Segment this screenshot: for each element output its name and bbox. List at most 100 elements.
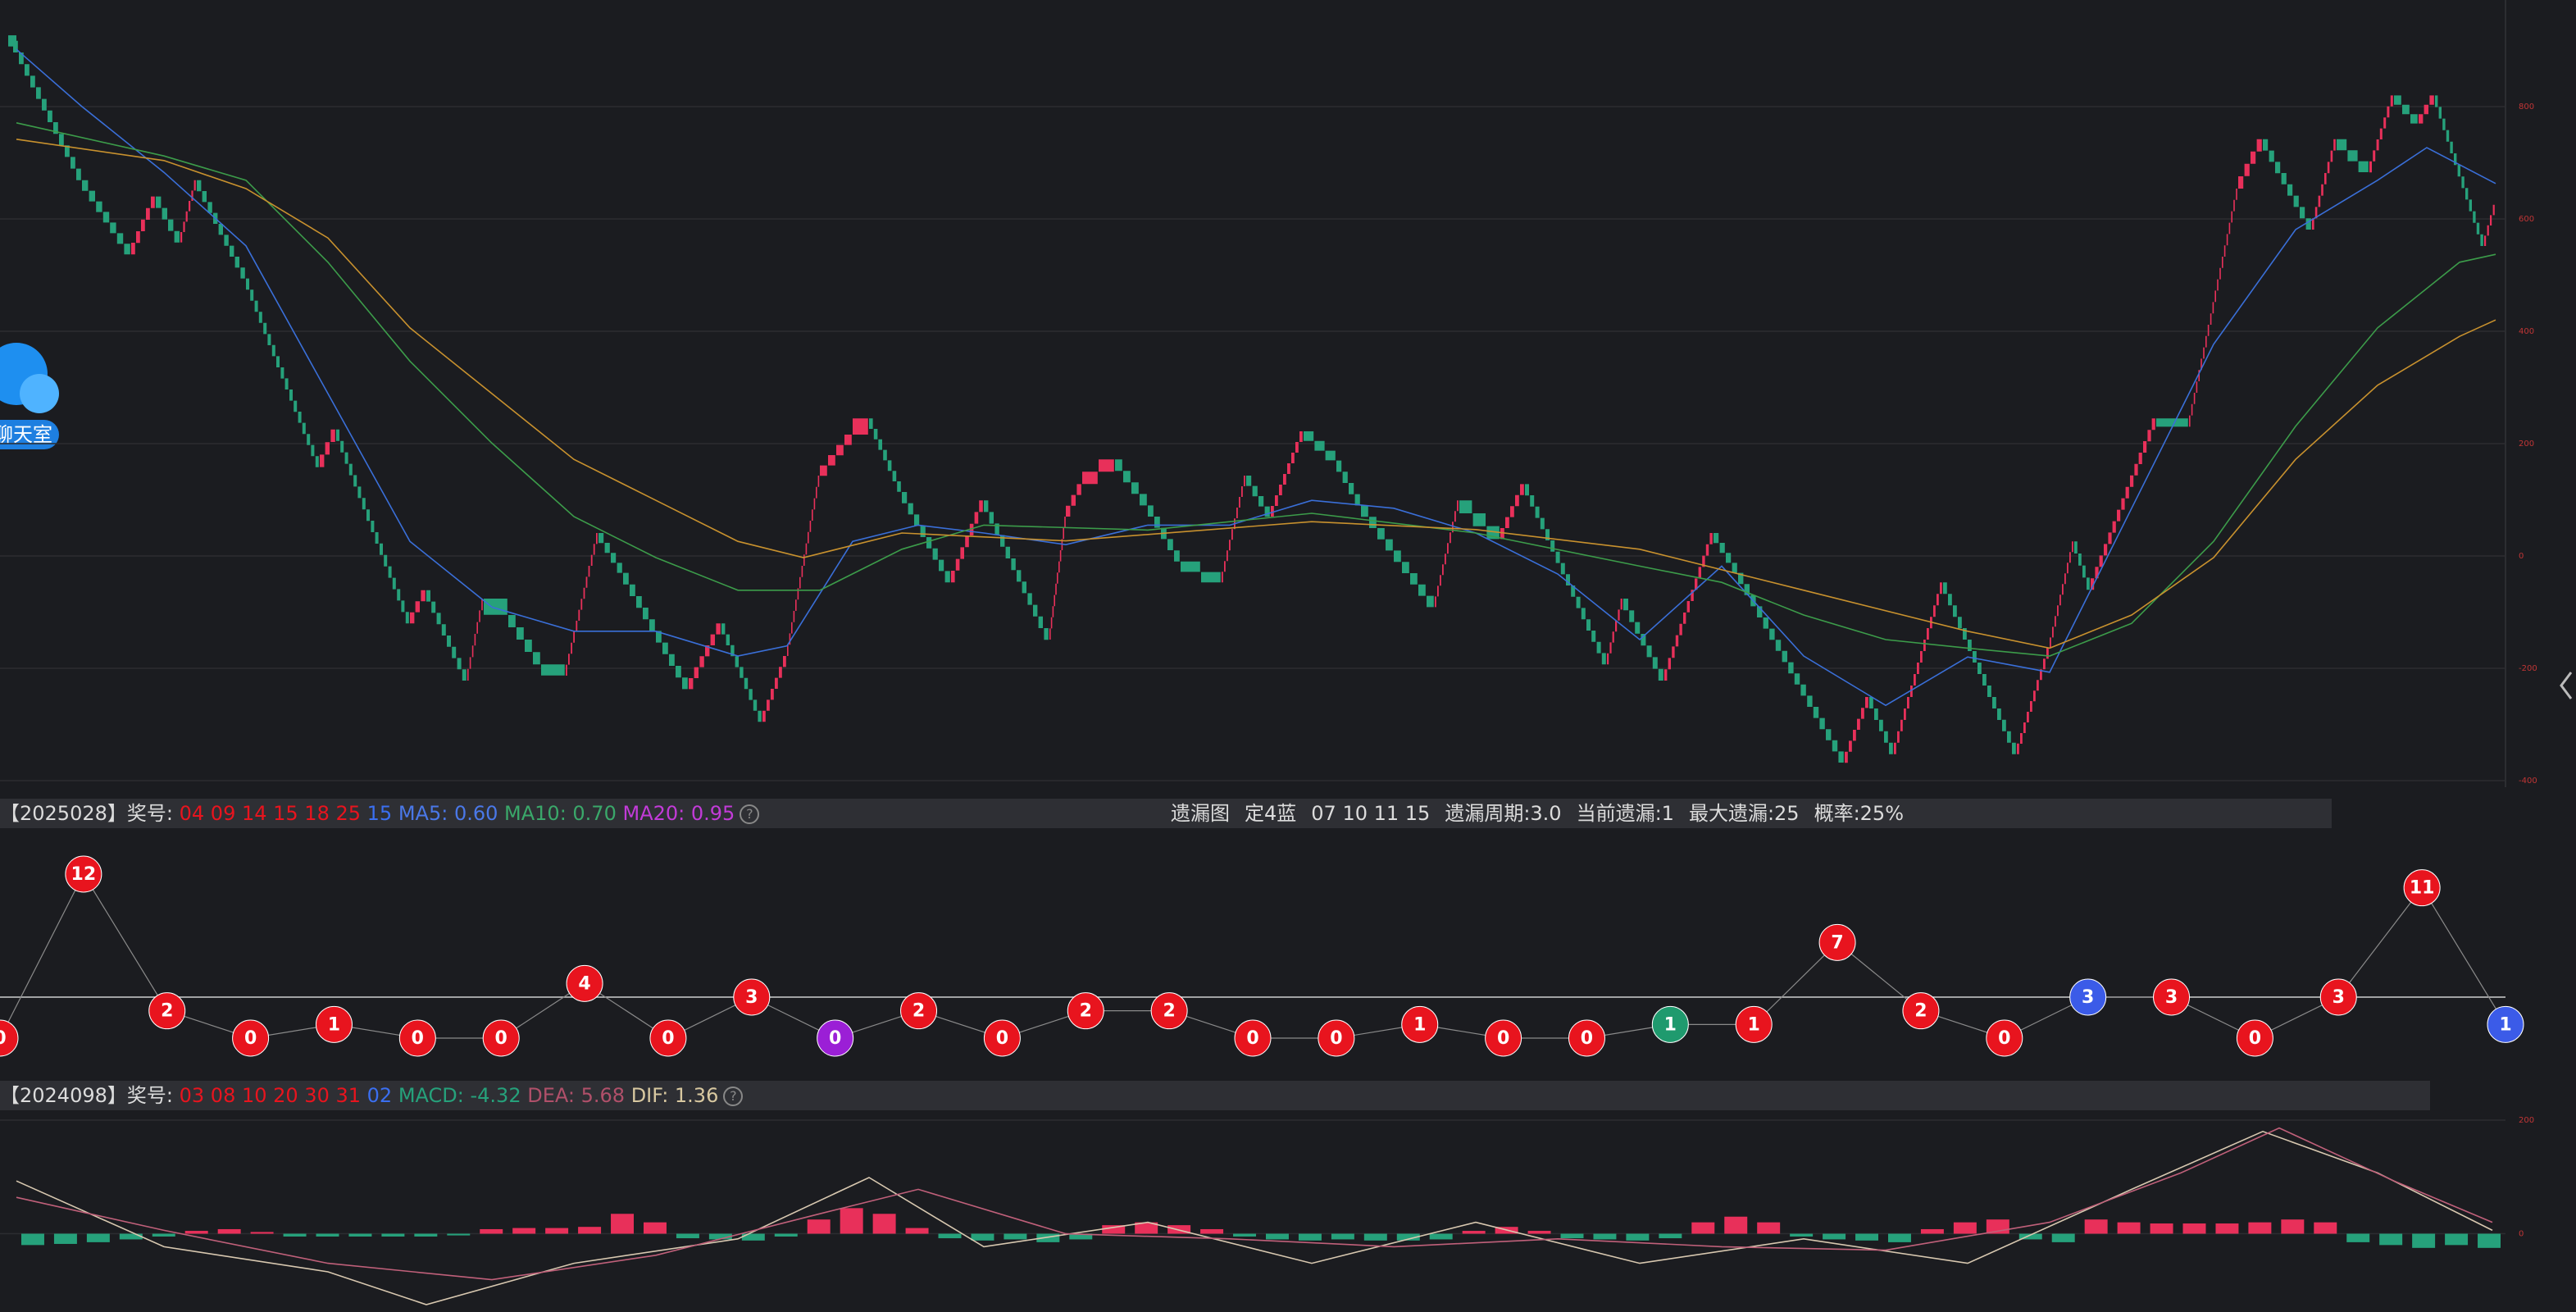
omission-label: 0 (829, 1028, 841, 1049)
collapse-arrow[interactable] (2560, 672, 2573, 699)
omission-label: 2 (1163, 1001, 1175, 1022)
omission-label: 1 (328, 1014, 340, 1035)
renko-segment (2484, 204, 2495, 246)
red-numbers: 04 09 14 15 18 25 (179, 802, 362, 825)
omission-label: 2 (161, 1001, 173, 1022)
omission-point (0, 1019, 19, 1057)
renko-segment (2337, 139, 2369, 172)
omission-mode: 定4蓝 (1245, 802, 1297, 825)
omission-point (2236, 1019, 2273, 1057)
macd-bar (708, 1233, 732, 1240)
y-tick-label: 0 (2519, 552, 2524, 561)
help-icon[interactable]: ? (723, 1086, 744, 1106)
macd-bar (545, 1228, 569, 1234)
macd-bar (381, 1233, 405, 1237)
macd-bar (2084, 1219, 2108, 1234)
help-icon[interactable]: ? (740, 804, 760, 824)
omission-point (1986, 1019, 2023, 1057)
dif: DIF: 1.36 (630, 1084, 719, 1107)
renko-segment (2017, 648, 2049, 754)
ma10: MA10: 0.70 (504, 802, 617, 825)
y-tick-label: 400 (2519, 327, 2534, 336)
macd-bar (2379, 1233, 2403, 1246)
macd-bar (971, 1233, 994, 1241)
macd-bar (53, 1233, 77, 1244)
omission-label: 0 (0, 1028, 7, 1049)
renko-segment (2189, 189, 2237, 427)
omission-point (1818, 923, 1856, 961)
omission-label: 0 (412, 1028, 424, 1049)
omission-cycle: 遗漏周期:3.0 (1445, 802, 1562, 825)
renko-segment (623, 572, 688, 690)
omission-label: 0 (662, 1028, 674, 1049)
omission-label: 0 (495, 1028, 507, 1049)
macd-line (16, 1130, 2493, 1305)
omission-label: 3 (745, 987, 758, 1008)
omission-point (1485, 1019, 1522, 1057)
omission-current: 当前遗漏:1 (1576, 802, 1674, 825)
omission-label: 1 (2499, 1014, 2511, 1035)
macd-bar (348, 1233, 372, 1237)
macd-bar (184, 1231, 208, 1234)
renko-segment (2369, 95, 2393, 173)
macd-bar (1691, 1222, 1715, 1234)
omission-point (482, 1019, 520, 1057)
red-numbers: 03 08 10 20 30 31 (179, 1084, 362, 1107)
renko-segment (820, 435, 852, 476)
macd-bar (1200, 1228, 1224, 1234)
omission-label: 2 (1080, 1001, 1092, 1022)
renko-segment (1869, 697, 1893, 754)
macd-bar (611, 1214, 635, 1234)
macd-bar (283, 1233, 307, 1237)
chat-pill[interactable] (0, 420, 59, 449)
macd-bar (1135, 1222, 1158, 1234)
omission-label: 3 (2165, 987, 2178, 1008)
macd-bar (774, 1233, 798, 1237)
y-tick-label: 200 (2519, 1116, 2534, 1125)
omission-line (0, 872, 2506, 1039)
omission-label: 2 (913, 1001, 925, 1022)
info-bar: 【2024098】奖号: 03 08 10 20 30 31 02 MACD: … (0, 1081, 2430, 1110)
moving-average (16, 48, 2496, 707)
moving-average (16, 122, 2496, 657)
macd-bar (1331, 1233, 1354, 1240)
renko-segment (12, 40, 81, 180)
renko-segment (1082, 459, 1114, 485)
omission-label: 4 (578, 973, 590, 994)
macd-bar (20, 1233, 44, 1246)
macd-bar (1069, 1233, 1093, 1240)
omission-point (1568, 1019, 1605, 1057)
renko-segment (1459, 500, 1500, 540)
renko-segment (902, 492, 950, 583)
renko-segment (467, 599, 483, 681)
macd-bar (512, 1228, 536, 1234)
y-tick-label: -400 (2519, 777, 2537, 786)
omission-label: 0 (996, 1028, 1008, 1049)
macd-line (16, 1127, 2493, 1281)
renko-segment (984, 500, 1049, 640)
renko-segment (1336, 460, 1360, 506)
renko-segment (1222, 476, 1245, 583)
renko-segment (2238, 139, 2262, 189)
macd-bar (2182, 1223, 2206, 1234)
omission-point (2487, 1005, 2524, 1043)
renko-segment (2074, 541, 2090, 590)
omission-point (65, 855, 102, 893)
macd-bar (1626, 1233, 1650, 1241)
macd-bar (447, 1233, 471, 1236)
renko-segment (1623, 599, 1663, 681)
macd-bar (152, 1233, 175, 1237)
omission-point (232, 1019, 270, 1057)
renko-segment (426, 590, 467, 681)
omission-point (1401, 1005, 1439, 1043)
chat-widget[interactable]: 聊天室 (0, 343, 59, 449)
renko-segment (1181, 561, 1221, 583)
macd-bar (1298, 1233, 1322, 1241)
issue: 【2025028】奖号: (0, 802, 173, 825)
omission-point (1318, 1019, 1355, 1057)
macd-bar (2248, 1222, 2272, 1234)
omission-numbers: 07 10 11 15 (1311, 802, 1431, 825)
chat-icon-bubble[interactable] (20, 374, 59, 413)
chat-label[interactable]: 聊天室 (0, 423, 52, 446)
macd-bar (2346, 1233, 2370, 1242)
